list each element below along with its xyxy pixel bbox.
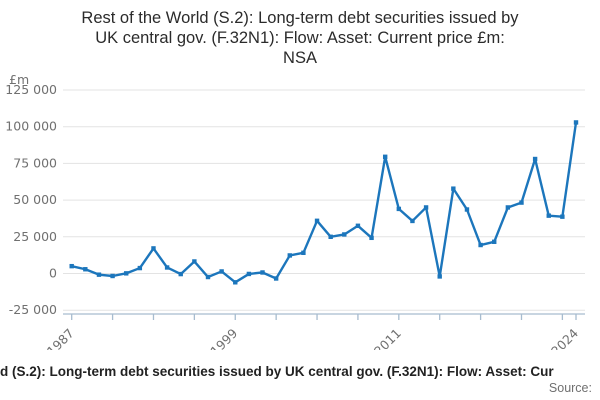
data-point-marker [246, 271, 252, 277]
data-point-marker [342, 232, 347, 237]
data-point-marker [423, 205, 429, 210]
x-tick-label: 1999 [207, 325, 240, 350]
data-point-marker [314, 218, 320, 223]
data-point-marker [164, 265, 170, 270]
data-point-marker [260, 270, 265, 275]
data-point-marker [287, 253, 292, 258]
y-tick-label: 100 000 [5, 119, 57, 134]
data-point-marker [437, 274, 442, 279]
data-point-marker [519, 200, 524, 205]
data-point-marker [560, 214, 565, 219]
data-point-marker [328, 234, 333, 239]
data-point-marker [219, 269, 224, 274]
data-point-marker [178, 271, 183, 277]
data-point-marker [369, 235, 374, 241]
data-point-marker [301, 250, 306, 256]
data-point-marker [410, 218, 415, 224]
y-axis-unit-label: £m [9, 72, 30, 87]
data-point-marker [205, 274, 211, 280]
data-point-marker [382, 154, 388, 159]
line-chart-plot: 125 000 100 000 75 000 50 000 25 000 0 -25 000… [5, 84, 585, 350]
y-tick-label: -25 000 [9, 302, 57, 317]
data-point-marker [355, 223, 361, 228]
data-line [71, 122, 578, 284]
data-point-marker [124, 271, 129, 276]
data-point-marker [69, 263, 74, 269]
y-tick-label: 25 000 [13, 229, 57, 244]
y-tick-label: 125 000 [5, 84, 57, 97]
footer-caption: d (S.2): Long-term debt securities issue… [0, 364, 554, 379]
source-label: Source: [548, 381, 592, 395]
data-point-marker [478, 242, 483, 248]
y-tick-label: 50 000 [13, 192, 57, 207]
chart-title-line-2: UK central gov. (F.32N1): Flow: Asset: C… [95, 29, 505, 47]
data-point-marker [451, 186, 456, 191]
data-point-marker [233, 280, 238, 285]
data-point-marker [192, 259, 197, 264]
data-point-marker [137, 265, 143, 271]
data-point-marker [573, 120, 579, 125]
data-point-marker [110, 273, 115, 279]
data-point-marker [492, 239, 497, 244]
data-point-marker [96, 272, 102, 277]
data-point-marker [464, 207, 470, 212]
data-point-marker [151, 246, 156, 251]
data-point-marker [505, 205, 511, 210]
x-tick-label: 1987 [44, 326, 77, 350]
y-tick-label: 75 000 [13, 155, 57, 170]
data-point-marker [396, 206, 402, 212]
data-point-marker [273, 276, 279, 281]
data-point-marker [532, 156, 538, 162]
chart-title-line-1: Rest of the World (S.2): Long-term debt … [81, 9, 519, 27]
data-point-marker [546, 213, 551, 218]
y-tick-label: 0 [49, 266, 57, 281]
x-tick-label: 2024 [548, 325, 581, 350]
chart-title: Rest of the World (S.2): Long-term debt … [0, 8, 600, 68]
chart-title-line-3: NSA [283, 49, 317, 67]
data-point-marker [83, 267, 88, 272]
x-tick-label: 2011 [371, 326, 404, 350]
